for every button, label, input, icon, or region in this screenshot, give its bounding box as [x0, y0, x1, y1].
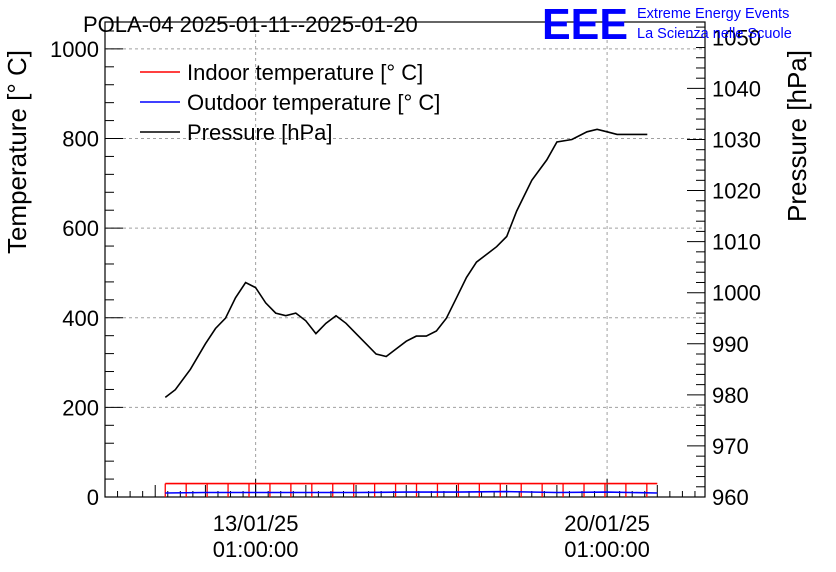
x-tick-time: 01:00:00 [564, 537, 650, 562]
x-tick-date: 20/01/25 [564, 511, 650, 536]
eee-logo: EEE Extreme Energy Events La Scienza nel… [542, 0, 792, 49]
right-tick-label: 1010 [712, 230, 761, 255]
right-axis-label: Pressure [hPa] [782, 50, 812, 222]
right-axis: 960 970 980 990 1000 1010 1020 1030 1040 1050 [687, 25, 761, 510]
left-axis: 0 200 400 600 800 1000 [50, 30, 123, 510]
left-tick-label: 600 [62, 216, 99, 241]
right-tick-label: 1040 [712, 76, 761, 101]
plot-border [104, 21, 706, 498]
right-tick-label: 1000 [712, 281, 761, 306]
right-tick-label: 980 [712, 383, 749, 408]
logo-line1: Extreme Energy Events [637, 6, 789, 22]
left-tick-label: 400 [62, 306, 99, 331]
series-line-outdoor-temperature-c [165, 490, 658, 494]
legend-label-outdoor: Outdoor temperature [° C] [187, 90, 440, 115]
right-tick-label: 1030 [712, 127, 761, 152]
right-tick-label: 1020 [712, 179, 761, 204]
left-tick-label: 200 [62, 395, 99, 420]
left-tick-label: 0 [87, 485, 99, 510]
logo-line2: La Scienza nelle Scuole [637, 26, 792, 42]
left-tick-label: 1000 [50, 37, 99, 62]
right-tick-label: 960 [712, 485, 749, 510]
logo-mark: EEE [542, 0, 628, 49]
grid [105, 22, 705, 497]
right-tick-label: 990 [712, 332, 749, 357]
chart-title: POLA-04 2025-01-11--2025-01-20 [83, 12, 418, 37]
x-tick-date: 13/01/25 [213, 511, 299, 536]
right-tick-label: 1050 [712, 25, 761, 50]
series [164, 128, 658, 497]
x-tick-time: 01:00:00 [213, 537, 299, 562]
legend: Indoor temperature [° C] Outdoor tempera… [140, 60, 440, 145]
left-axis-label: Temperature [° C] [2, 50, 32, 254]
left-tick-label: 800 [62, 127, 99, 152]
series-line-pressure-hpa [164, 128, 648, 399]
plot-frame [104, 21, 706, 498]
legend-label-indoor: Indoor temperature [° C] [187, 60, 423, 85]
legend-label-pressure: Pressure [hPa] [187, 120, 333, 145]
right-tick-label: 970 [712, 434, 749, 459]
